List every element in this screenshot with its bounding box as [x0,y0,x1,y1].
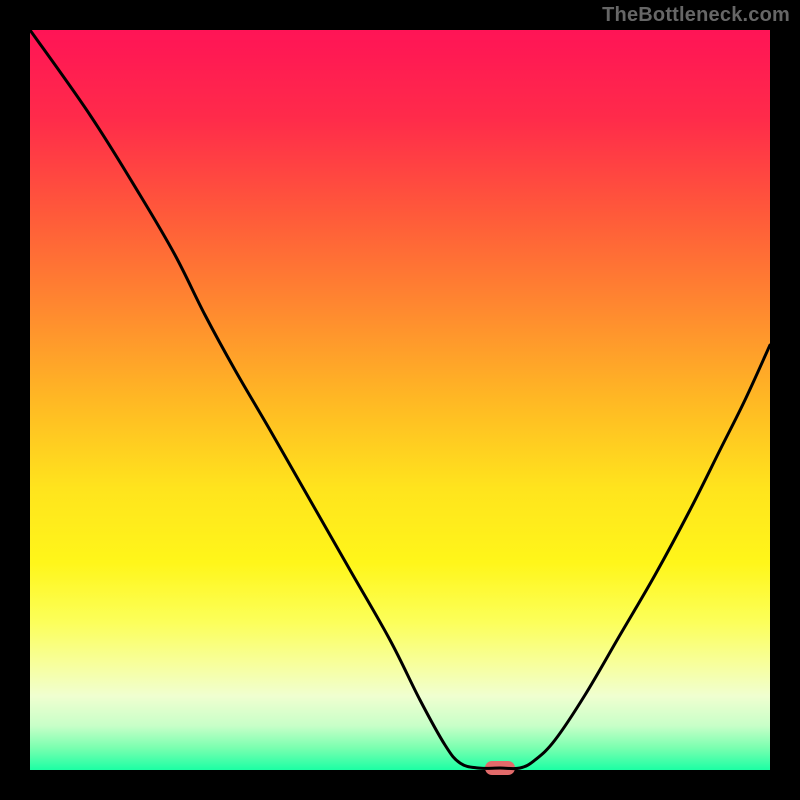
watermark-text: TheBottleneck.com [602,4,790,27]
chart-svg [0,0,800,800]
bottleneck-chart: TheBottleneck.com [0,0,800,800]
